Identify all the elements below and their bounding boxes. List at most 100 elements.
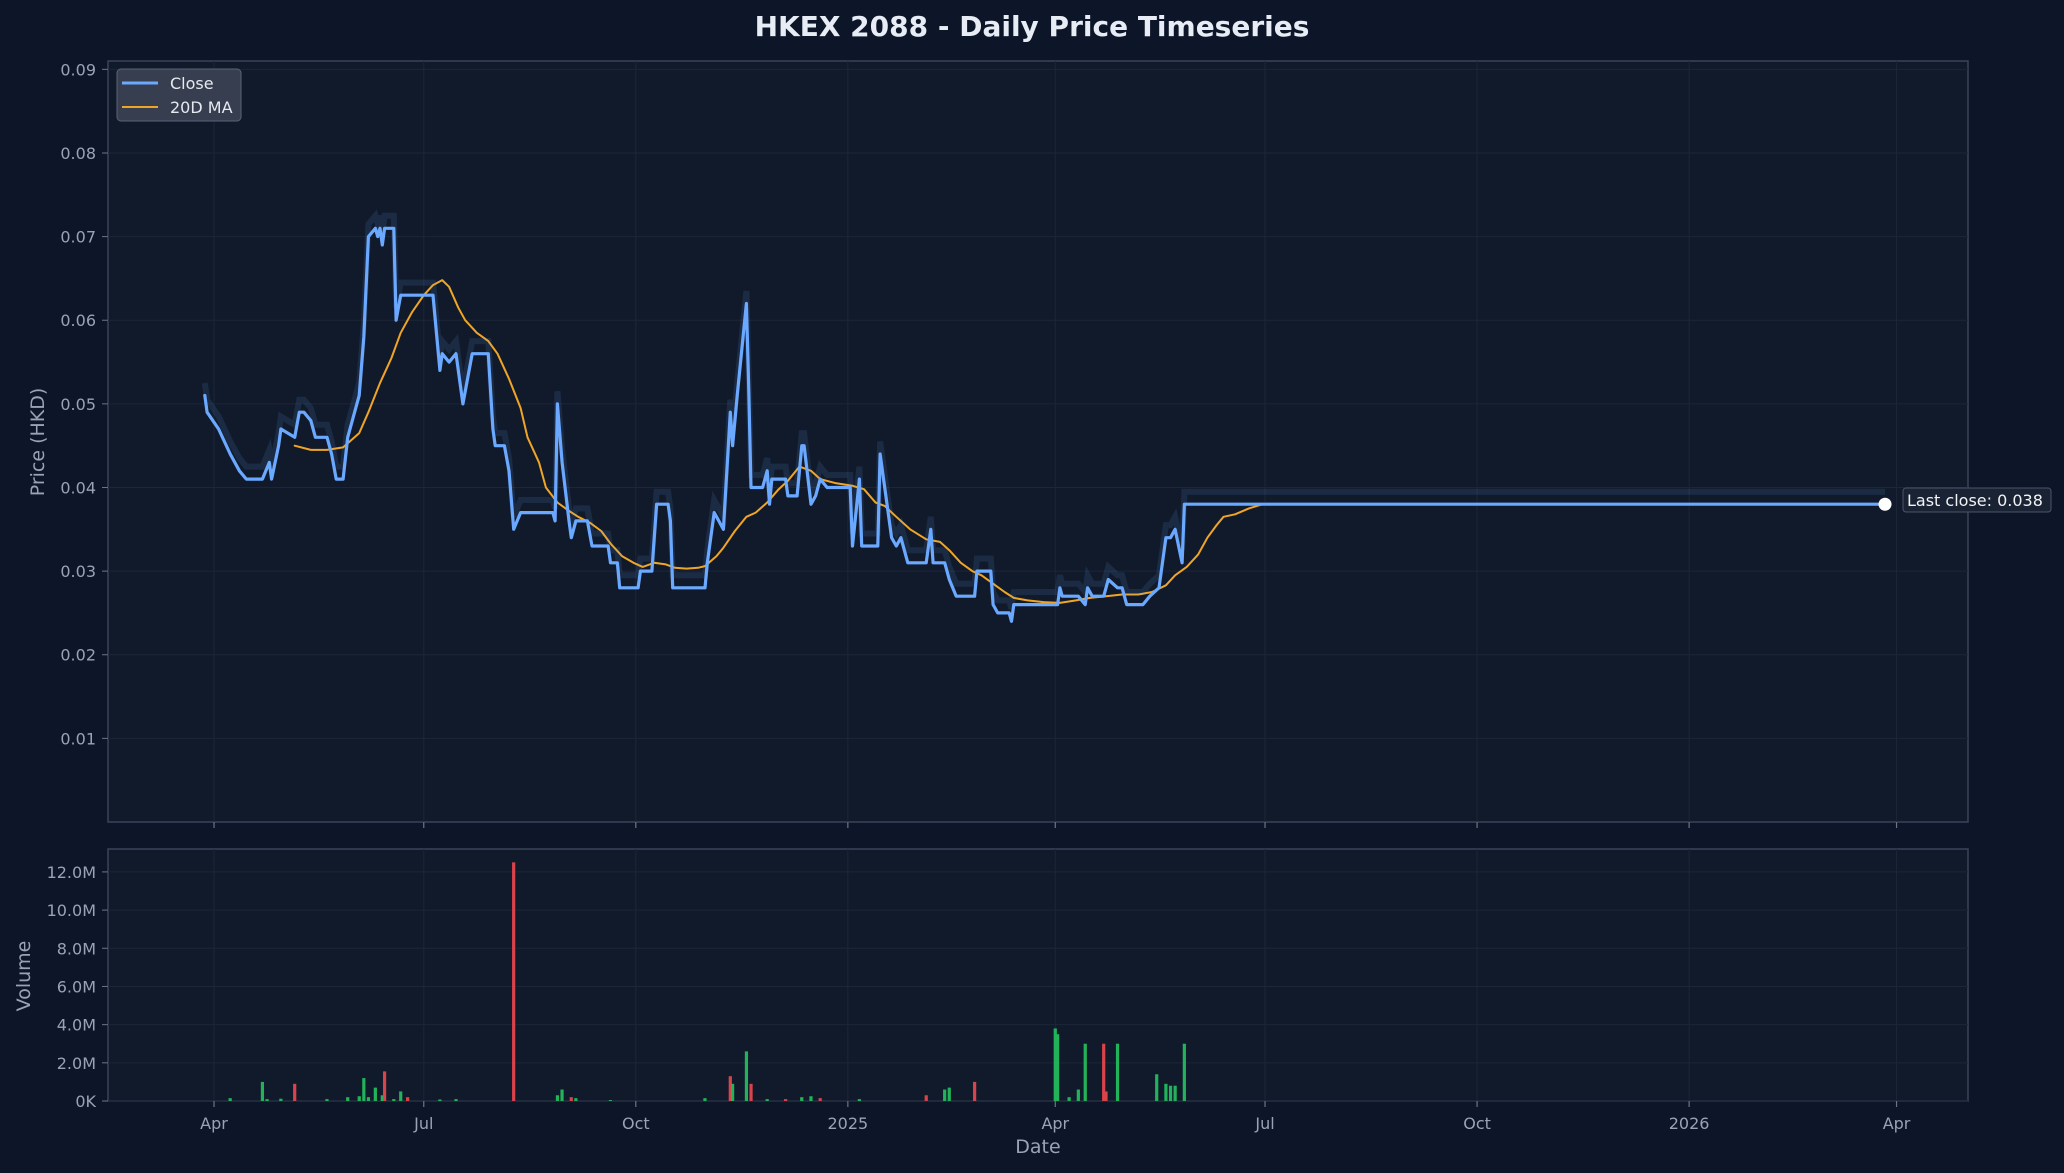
volume-bar [749,1083,753,1101]
volume-bar [380,1095,384,1101]
volume-gridlines [108,849,1968,1102]
volume-y-ticks: 0K 2.0M 4.0M 6.0M 8.0M 10.0M 12.0M [47,863,108,1111]
x-tick-label: Apr [1041,1114,1069,1133]
volume-bar [1053,1028,1057,1101]
volume-bars [228,862,1186,1101]
volume-bar [1076,1089,1080,1101]
volume-y-tick-label: 12.0M [47,863,96,882]
volume-bar [1173,1085,1177,1101]
volume-panel [107,848,1969,1102]
volume-bar [1164,1083,1168,1101]
volume-bar [1115,1043,1120,1101]
volume-bar [454,1099,458,1101]
close-series [201,209,1887,623]
volume-bar [818,1098,822,1101]
price-gridlines [108,61,1968,822]
price-y-tick-label: 0.09 [60,60,96,79]
legend-label-close: Close [170,74,214,93]
volume-bar [784,1099,788,1101]
price-y-tick-label: 0.06 [60,311,96,330]
price-panel [107,60,1969,823]
x-tick-label: Jul [1254,1114,1274,1133]
volume-bar [800,1097,804,1101]
x-tick-label: 2025 [827,1114,868,1133]
volume-x-ticks: Apr Jul Oct 2025 Apr Jul Oct 2026 Apr [200,1101,1911,1133]
price-y-tick-label: 0.03 [60,562,96,581]
volume-y-tick-label: 10.0M [47,901,96,920]
volume-bar [765,1099,769,1101]
price-y-tick-label: 0.07 [60,228,96,247]
volume-bar [438,1099,442,1101]
price-y-tick-label: 0.05 [60,395,96,414]
price-y-ticks: 0.01 0.02 0.03 0.04 0.05 0.06 0.07 0.08 0.09 [60,60,108,748]
price-y-tick-label: 0.04 [60,478,96,497]
volume-bar [809,1096,813,1101]
x-tick-label: Jul [413,1114,433,1133]
x-tick-label: Oct [622,1114,650,1133]
volume-bar [228,1098,232,1101]
volume-bar [1182,1043,1186,1101]
volume-bar [574,1098,578,1101]
price-y-tick-label: 0.08 [60,144,96,163]
volume-bar [744,1051,749,1101]
volume-bar [1055,1034,1060,1101]
volume-bar [1067,1097,1071,1101]
volume-bar [325,1099,329,1101]
x-tick-label: Oct [1463,1114,1491,1133]
volume-bar [366,1097,371,1101]
volume-y-tick-label: 4.0M [57,1016,96,1035]
volume-bar [512,862,516,1101]
price-x-tick-marks [213,822,1898,828]
volume-bar [973,1081,977,1101]
legend: Close 20D MA [116,68,242,122]
last-close-annotation: Last close: 0.038 [1878,487,2052,513]
volume-bar [857,1099,861,1101]
volume-bar [1104,1091,1108,1101]
volume-bar [943,1089,947,1101]
volume-bar [392,1099,396,1101]
legend-label-ma: 20D MA [170,98,233,117]
volume-y-tick-label: 2.0M [57,1054,96,1073]
price-y-axis-label: Price (HKD) [27,388,49,497]
volume-bar [728,1076,732,1101]
volume-bar [731,1083,735,1101]
volume-bar [555,1095,560,1101]
volume-bar [947,1087,951,1101]
last-close-label-box [1902,487,2052,513]
volume-y-tick-label: 6.0M [57,977,96,996]
volume-bar [399,1091,403,1101]
x-tick-label: 2026 [1669,1114,1710,1133]
x-tick-label: Apr [200,1114,228,1133]
volume-bar [362,1078,366,1101]
chart-title: HKEX 2088 - Daily Price Timeseries [755,10,1310,43]
price-y-tick-label: 0.02 [60,646,96,665]
volume-bar [608,1100,613,1101]
volume-y-axis-label: Volume [13,941,35,1012]
volume-bar [1168,1085,1173,1101]
volume-bar [293,1083,297,1101]
volume-bar [382,1071,387,1101]
volume-bar [265,1099,269,1101]
last-close-marker [1878,497,1892,511]
volume-bar [373,1087,377,1101]
close-line-shadow [201,209,1885,610]
last-close-label: Last close: 0.038 [1907,491,2043,510]
volume-bar [357,1096,361,1101]
volume-bar [924,1095,928,1101]
volume-bar [1083,1043,1087,1101]
volume-bar [1155,1074,1159,1101]
x-tick-label: Apr [1883,1114,1911,1133]
price-y-tick-label: 0.01 [60,729,96,748]
volume-bar [703,1098,707,1101]
volume-bar [560,1089,564,1101]
x-axis-label: Date [1015,1136,1060,1158]
volume-bar [260,1081,265,1101]
volume-bar [569,1097,573,1101]
volume-bar [406,1097,410,1101]
volume-y-tick-label: 0K [75,1092,96,1111]
close-line [203,226,1887,623]
volume-y-tick-label: 8.0M [57,939,96,958]
volume-bar [346,1097,350,1101]
